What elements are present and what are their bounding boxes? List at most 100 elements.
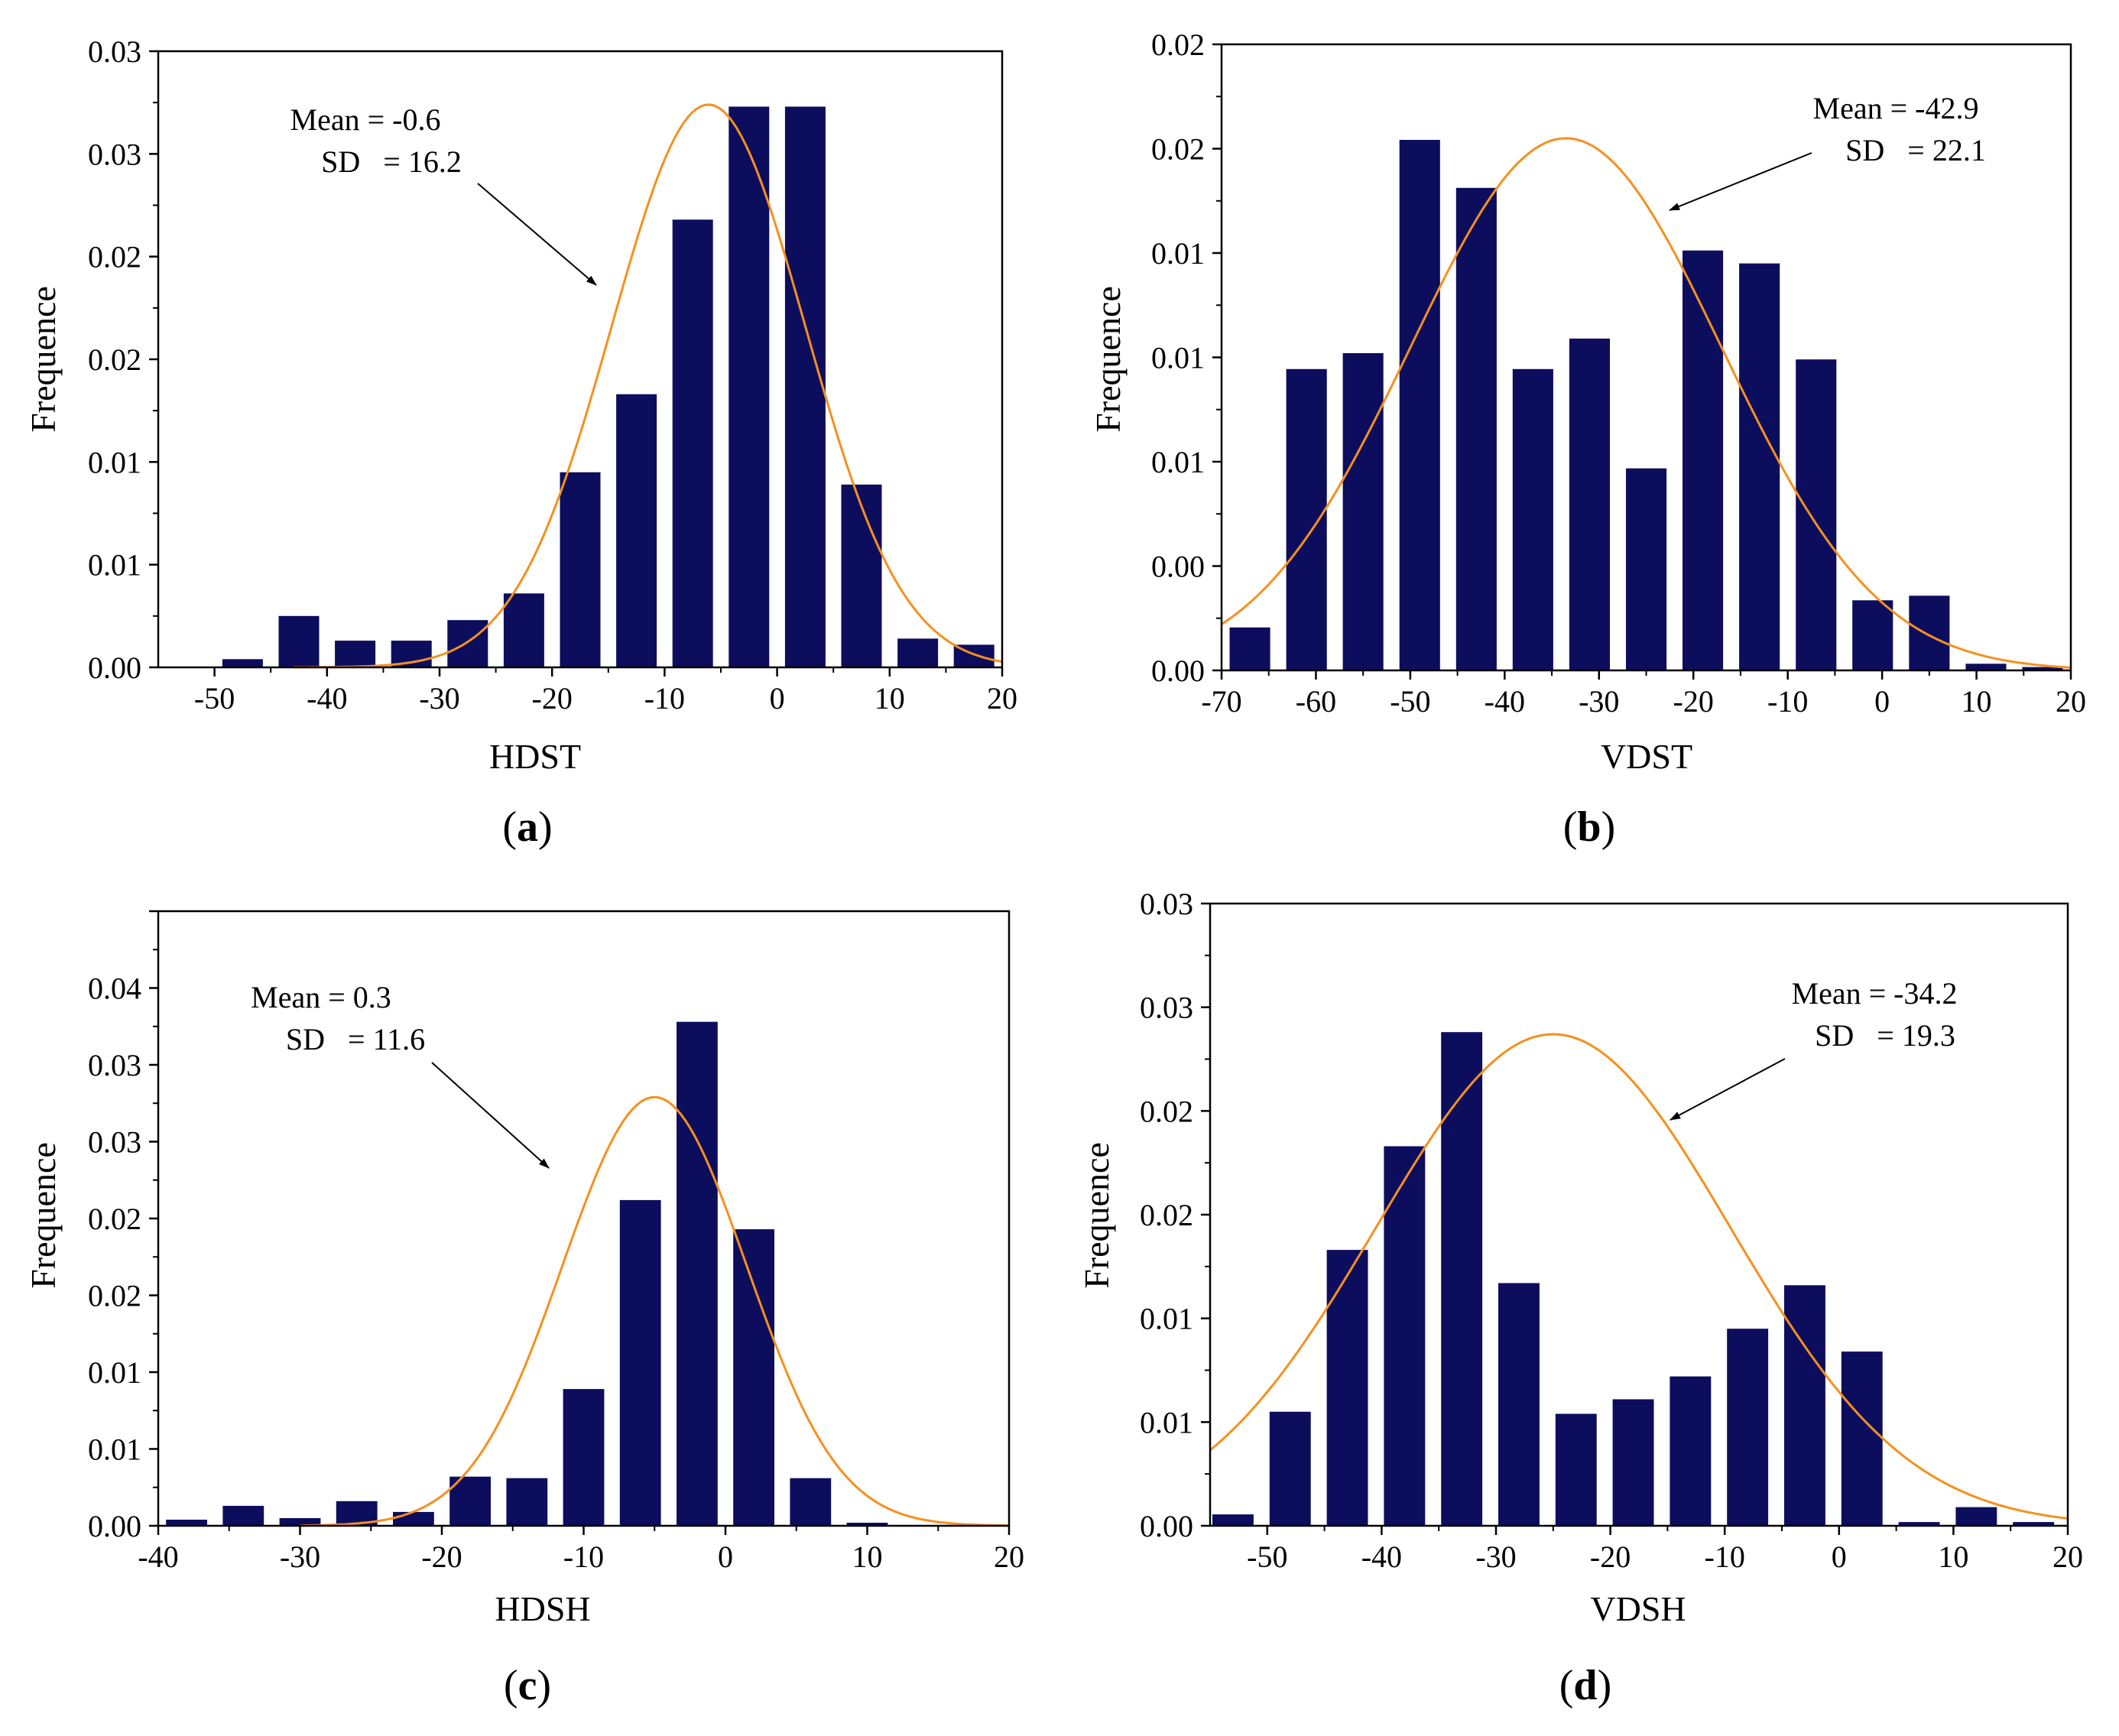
panel-label-close: ) xyxy=(537,1662,551,1709)
x-tick-label: -30 xyxy=(419,681,459,715)
panel-label-letter: b xyxy=(1577,803,1601,851)
x-tick-label: -40 xyxy=(1361,1540,1402,1574)
y-tick-label: 0.03 xyxy=(1140,991,1193,1025)
bar xyxy=(506,1478,548,1526)
bar xyxy=(1269,1411,1311,1526)
bar xyxy=(1455,187,1497,671)
annotation-arrow xyxy=(477,183,597,286)
x-tick-label: -10 xyxy=(1767,684,1808,719)
x-tick-label: 10 xyxy=(1938,1540,1968,1574)
y-tick-label: 0.01 xyxy=(1151,445,1205,479)
panel-label-letter: c xyxy=(518,1662,537,1709)
x-tick-label: 10 xyxy=(1962,684,1992,719)
mean-annotation: Mean = -42.9 xyxy=(1813,91,1979,125)
bar xyxy=(846,1523,888,1526)
bar xyxy=(1796,359,1837,670)
x-tick-label: 10 xyxy=(875,681,905,715)
x-tick-label: -30 xyxy=(280,1540,320,1574)
panel-label: (d) xyxy=(1559,1662,1611,1709)
y-axis-label: Frequence xyxy=(24,286,63,433)
normal-curve-b xyxy=(1221,137,2072,669)
annotation-arrow xyxy=(1669,152,1812,211)
x-tick-label: 0 xyxy=(770,681,785,715)
bar xyxy=(1512,368,1553,670)
bar xyxy=(1612,1399,1654,1526)
y-tick-label: 0.00 xyxy=(88,651,141,685)
bars-d xyxy=(1212,1032,2055,1526)
x-tick-label: 0 xyxy=(1874,684,1890,719)
y-tick-label: 0.02 xyxy=(88,1279,141,1313)
normal-curve-d xyxy=(1209,1033,2069,1520)
x-tick-label: -70 xyxy=(1201,684,1241,719)
chart-panel-c: -40 -30 -20 -10 0 10 200.000.010.010.020.020.0… xyxy=(24,910,1024,1709)
bars-c xyxy=(166,1021,888,1526)
normal-curve-c xyxy=(300,1095,1010,1527)
bar xyxy=(1670,1376,1712,1526)
y-tick-label: 0.00 xyxy=(1140,1509,1193,1543)
bar xyxy=(619,1199,661,1526)
sd-annotation: SD = 16.2 xyxy=(321,144,462,179)
bar xyxy=(790,1478,832,1526)
chart-panel-d: -50 -40 -30 -20 -10 0 10 20 0.00 0.01 0.01 0.02 0.02… xyxy=(1077,887,2083,1709)
bar xyxy=(1384,1146,1426,1526)
y-tick-label: 0.03 xyxy=(1140,887,1193,921)
bar xyxy=(1555,1413,1597,1526)
x-tick-label: -50 xyxy=(194,681,235,715)
y-tick-label: 0.00 xyxy=(88,1509,141,1543)
bar xyxy=(279,1518,321,1526)
y-tick-label: 0.03 xyxy=(88,1125,141,1160)
bar xyxy=(1909,595,1950,670)
y-tick-label: 0.01 xyxy=(88,548,141,582)
y-tick-label: 0.01 xyxy=(1151,236,1205,271)
bar xyxy=(1326,1250,1368,1526)
normal-curve-a xyxy=(293,103,1003,669)
bar xyxy=(1727,1329,1769,1526)
x-tick-label: -40 xyxy=(307,681,347,715)
y-tick-label: 0.02 xyxy=(1140,1094,1193,1128)
panel-label-letter: a xyxy=(517,803,538,851)
x-tick-label: -20 xyxy=(1673,684,1714,719)
x-tick-label: -30 xyxy=(1579,684,1619,719)
bar xyxy=(1784,1285,1825,1526)
chart-panel-b: -70 -60 -50 -40 -30 -20 -10 0 10 200.000.000.010.… xyxy=(1089,28,2086,851)
bar xyxy=(1683,250,1724,670)
bar xyxy=(449,1476,491,1526)
x-axis-label: HDSH xyxy=(495,1589,590,1628)
x-tick-label: -60 xyxy=(1296,684,1336,719)
x-tick-label: 20 xyxy=(994,1540,1024,1574)
x-axis-label: VDSH xyxy=(1590,1589,1686,1628)
x-tick-label: -10 xyxy=(563,1540,604,1574)
bar xyxy=(278,615,320,667)
x-axis-label: HDST xyxy=(489,737,581,776)
y-tick-label: 0.02 xyxy=(88,1202,141,1236)
panel-label: (b) xyxy=(1563,803,1615,851)
bar xyxy=(1626,468,1667,670)
bars-b xyxy=(1229,140,2063,671)
x-tick-label: 20 xyxy=(2056,684,2086,719)
panel-label-open: ( xyxy=(502,803,517,851)
mean-annotation: Mean = -0.6 xyxy=(290,102,441,137)
bar xyxy=(222,659,263,667)
panel-label-close: ) xyxy=(1601,803,1616,851)
x-tick-label: -50 xyxy=(1390,684,1430,719)
y-tick-label: 0.03 xyxy=(88,137,141,171)
bar xyxy=(503,593,544,667)
bar xyxy=(222,1505,264,1526)
x-tick-label: 20 xyxy=(2052,1540,2083,1574)
bar xyxy=(841,484,882,667)
y-tick-label: 0.01 xyxy=(88,1433,141,1467)
panel-label-open: ( xyxy=(1563,803,1578,851)
bar xyxy=(1399,140,1440,670)
chart-panel-a: -50 -40 -30 -20 -10 0 10 20 0.00 0.01 0.01 0.02 0.02… xyxy=(24,34,1017,851)
x-tick-label: -50 xyxy=(1247,1540,1287,1574)
x-tick-label: 0 xyxy=(718,1540,733,1574)
sd-annotation: SD = 11.6 xyxy=(286,1022,425,1056)
bar xyxy=(1898,1522,1940,1526)
bar xyxy=(447,620,488,667)
x-tick-label: -40 xyxy=(1485,684,1525,719)
y-axis-label: Frequence xyxy=(1089,286,1128,433)
bar xyxy=(1212,1514,1254,1526)
y-axis-d: 0.00 0.01 0.01 0.02 0.02 0.03 0.03 xyxy=(1140,887,1210,1543)
mean-annotation: Mean = -34.2 xyxy=(1792,976,1958,1011)
y-tick-label: 0.01 xyxy=(1140,1302,1193,1336)
